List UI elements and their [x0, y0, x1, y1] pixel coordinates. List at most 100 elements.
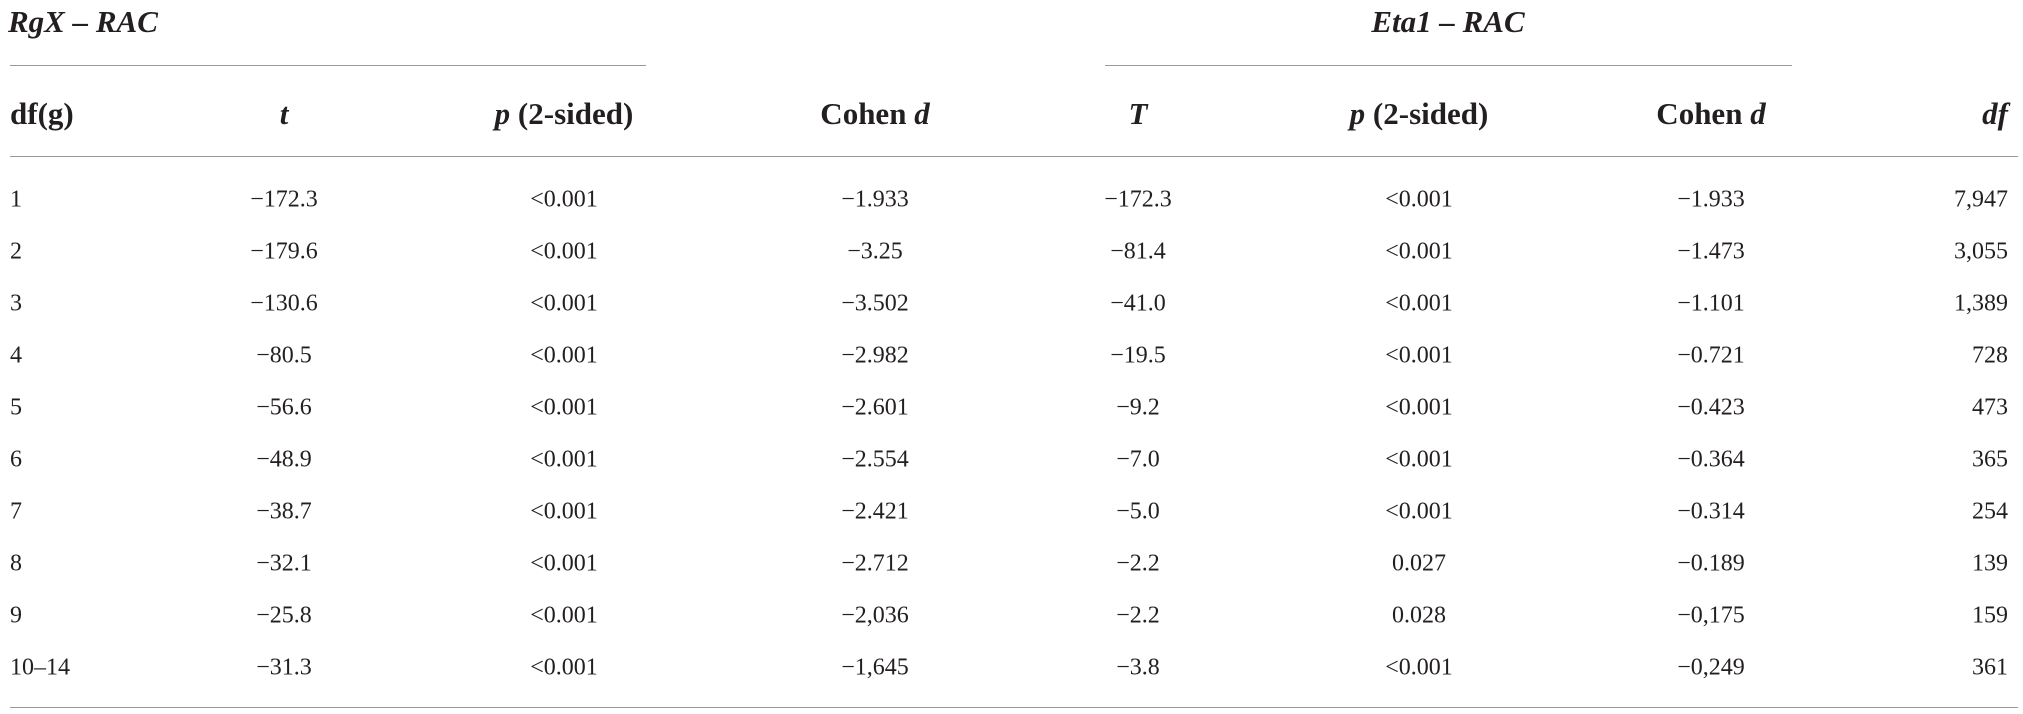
- table-cell: −1,645: [841, 654, 909, 681]
- table-cell: <0.001: [530, 394, 598, 421]
- header-text: p: [1349, 96, 1366, 131]
- header-text: p: [494, 96, 511, 131]
- header-text: df: [1982, 96, 2008, 131]
- bottom-rule: [10, 707, 2018, 708]
- table-cell: −172.3: [250, 186, 318, 213]
- table-cell: −32.1: [256, 550, 312, 577]
- column-header: Cohen d: [1656, 96, 1765, 132]
- table-cell: 365: [1972, 446, 2008, 473]
- table-cell: <0.001: [530, 238, 598, 265]
- table-cell: <0.001: [1385, 342, 1453, 369]
- table-cell: <0.001: [1385, 186, 1453, 213]
- table-cell: −1.473: [1677, 238, 1745, 265]
- header-text: t: [279, 96, 289, 131]
- table-cell: <0.001: [1385, 238, 1453, 265]
- table-cell: −1.101: [1677, 290, 1745, 317]
- table-cell: 473: [1972, 394, 2008, 421]
- table-cell: −19.5: [1110, 342, 1166, 369]
- table-cell: −5.0: [1116, 498, 1160, 525]
- table-cell: <0.001: [530, 446, 598, 473]
- table-cell: −0.423: [1677, 394, 1745, 421]
- header-text: T: [1128, 96, 1148, 131]
- table-cell: −31.3: [256, 654, 312, 681]
- table-cell: −81.4: [1110, 238, 1166, 265]
- table-cell: 0.027: [1392, 550, 1446, 577]
- table-cell: −2.982: [841, 342, 909, 369]
- table-cell: <0.001: [530, 550, 598, 577]
- table-cell: <0.001: [1385, 394, 1453, 421]
- table-cell: <0.001: [530, 602, 598, 629]
- table-cell: 361: [1972, 654, 2008, 681]
- column-header: t: [280, 96, 289, 132]
- table-cell: <0.001: [1385, 654, 1453, 681]
- table-cell: 0.028: [1392, 602, 1446, 629]
- group-title: RgX – RAC: [8, 4, 158, 39]
- table-cell: −2.2: [1116, 602, 1160, 629]
- table-cell: 3,055: [1954, 238, 2008, 265]
- header-text: Cohen: [1656, 96, 1743, 131]
- header-text: df(g): [10, 96, 74, 131]
- header-rule: [10, 156, 2018, 157]
- table-cell: −2.712: [841, 550, 909, 577]
- table-cell: 6: [10, 446, 22, 473]
- table-cell: −38.7: [256, 498, 312, 525]
- table-cell: −2.421: [841, 498, 909, 525]
- table-cell: <0.001: [530, 186, 598, 213]
- column-header: T: [1129, 96, 1148, 132]
- column-header: p (2-sided): [495, 96, 634, 132]
- group-title: Eta1 – RAC: [1371, 4, 1525, 39]
- table-cell: 1: [10, 186, 22, 213]
- table-cell: <0.001: [530, 654, 598, 681]
- column-header: p (2-sided): [1350, 96, 1489, 132]
- table-cell: 9: [10, 602, 22, 629]
- table-cell: −0,249: [1677, 654, 1745, 681]
- table-cell: 10–14: [10, 654, 70, 681]
- header-text: d: [914, 96, 930, 131]
- table-cell: 159: [1972, 602, 2008, 629]
- table-cell: 4: [10, 342, 22, 369]
- column-header: df(g): [10, 96, 74, 132]
- table-cell: −1.933: [841, 186, 909, 213]
- table-cell: −48.9: [256, 446, 312, 473]
- table-cell: −2.601: [841, 394, 909, 421]
- table-cell: −2,036: [841, 602, 909, 629]
- table-cell: 2: [10, 238, 22, 265]
- header-text: d: [1750, 96, 1766, 131]
- table-cell: <0.001: [1385, 290, 1453, 317]
- table-cell: 7,947: [1954, 186, 2008, 213]
- table-cell: −0.364: [1677, 446, 1745, 473]
- column-header: Cohen d: [820, 96, 929, 132]
- table-cell: −80.5: [256, 342, 312, 369]
- column-header: df: [1982, 96, 2008, 132]
- table-cell: −3.25: [847, 238, 903, 265]
- table-cell: <0.001: [530, 342, 598, 369]
- table-cell: −9.2: [1116, 394, 1160, 421]
- table-cell: −56.6: [256, 394, 312, 421]
- table-cell: <0.001: [530, 290, 598, 317]
- header-text: (2-sided): [517, 96, 634, 131]
- header-text: (2-sided): [1372, 96, 1489, 131]
- table-cell: −179.6: [250, 238, 318, 265]
- table-cell: 5: [10, 394, 22, 421]
- table-cell: −0,175: [1677, 602, 1745, 629]
- group-rule: [1105, 65, 1792, 66]
- table-cell: 139: [1972, 550, 2008, 577]
- table-cell: −130.6: [250, 290, 318, 317]
- table-cell: −0.314: [1677, 498, 1745, 525]
- table-cell: <0.001: [530, 498, 598, 525]
- header-text: Cohen: [820, 96, 907, 131]
- table-cell: −2.554: [841, 446, 909, 473]
- table-cell: 1,389: [1954, 290, 2008, 317]
- table-cell: −25.8: [256, 602, 312, 629]
- table-cell: −41.0: [1110, 290, 1166, 317]
- table-cell: 254: [1972, 498, 2008, 525]
- table-cell: 7: [10, 498, 22, 525]
- table-cell: 728: [1972, 342, 2008, 369]
- table-cell: <0.001: [1385, 498, 1453, 525]
- group-rule: [10, 65, 646, 66]
- table-cell: 8: [10, 550, 22, 577]
- table-cell: −1.933: [1677, 186, 1745, 213]
- table-cell: −7.0: [1116, 446, 1160, 473]
- table-cell: −2.2: [1116, 550, 1160, 577]
- table-cell: −3.502: [841, 290, 909, 317]
